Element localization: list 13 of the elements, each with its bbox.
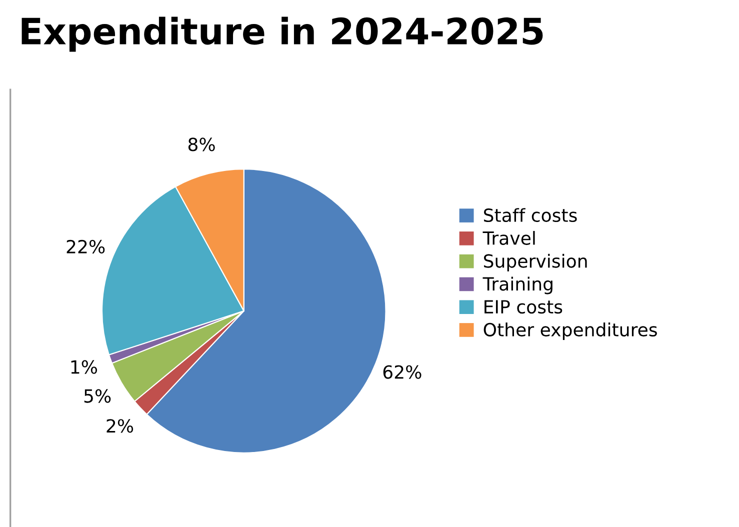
data-label: 62%	[383, 365, 422, 379]
legend-label: Travel	[482, 230, 535, 245]
chart-title: Expenditure in 2024-2025	[22, 16, 543, 52]
legend-label: EIP costs	[484, 300, 562, 314]
legend-label: Training	[482, 276, 552, 294]
data-label: 5%	[84, 389, 111, 403]
data-label: 1%	[71, 360, 97, 374]
data-label: 2%	[106, 419, 134, 433]
legend-label: Other expenditures	[484, 322, 657, 340]
legend-label: Staff costs	[484, 208, 577, 222]
data-label: 22%	[66, 240, 105, 254]
legend-label: Supervision	[484, 254, 587, 272]
data-label: 8%	[188, 138, 215, 152]
